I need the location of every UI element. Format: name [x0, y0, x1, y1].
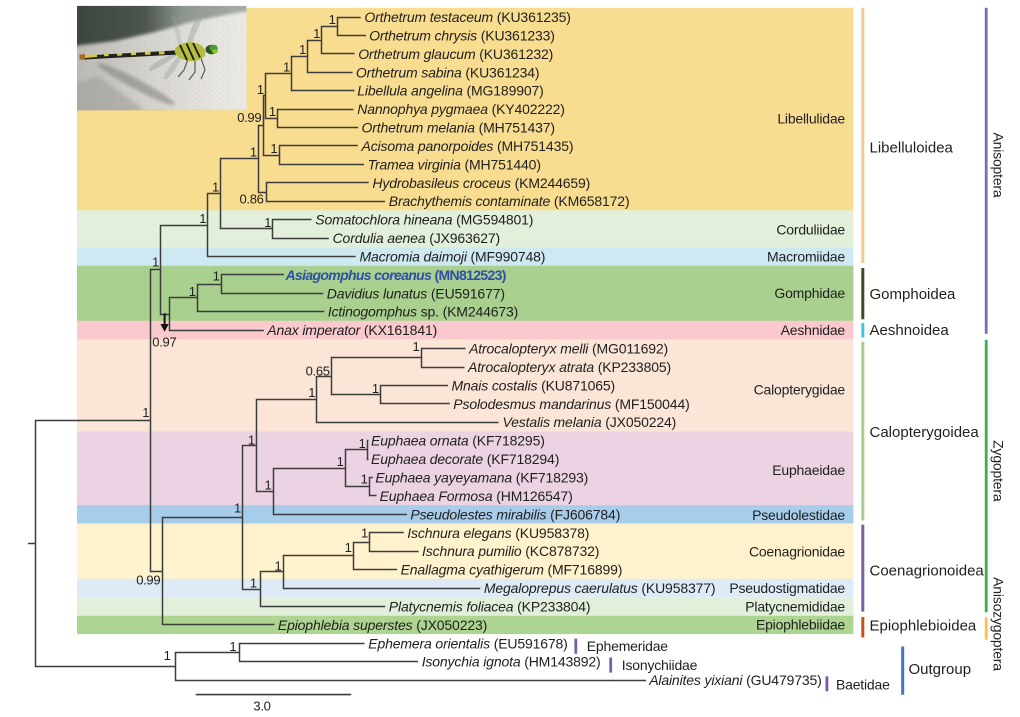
- svg-text:Atrocalopteryx melli (MG011692: Atrocalopteryx melli (MG011692): [468, 341, 668, 357]
- svg-text:Asiagomphus coreanus (MN812523: Asiagomphus coreanus (MN812523): [285, 267, 506, 283]
- svg-text:1: 1: [264, 477, 271, 492]
- svg-text:1: 1: [250, 575, 257, 590]
- svg-text:Outgroup: Outgroup: [909, 661, 972, 678]
- svg-text:1: 1: [345, 540, 352, 555]
- svg-text:Orthetrum sabina (KU361234): Orthetrum sabina (KU361234): [356, 64, 540, 80]
- svg-text:Isonychiidae: Isonychiidae: [622, 657, 698, 673]
- svg-text:Zygoptera: Zygoptera: [991, 440, 1007, 502]
- svg-text:0.65: 0.65: [306, 363, 330, 378]
- svg-text:Megaloprepus caerulatus (KU958: Megaloprepus caerulatus (KU958377): [484, 580, 716, 596]
- svg-text:Libellulidae: Libellulidae: [777, 111, 845, 127]
- svg-text:Coenagrionidae: Coenagrionidae: [749, 544, 845, 560]
- svg-text:1: 1: [199, 211, 206, 226]
- svg-text:1: 1: [313, 26, 320, 41]
- svg-text:Cordulia aenea (JX963627): Cordulia aenea (JX963627): [333, 230, 500, 246]
- svg-text:1: 1: [229, 639, 236, 654]
- svg-text:Orthetrum chrysis (KU361233): Orthetrum chrysis (KU361233): [369, 27, 555, 43]
- svg-text:1: 1: [361, 526, 368, 541]
- svg-text:3.0: 3.0: [253, 699, 270, 713]
- svg-text:1: 1: [152, 255, 159, 270]
- svg-text:Aeshnoidea: Aeshnoidea: [870, 322, 950, 339]
- svg-text:Euphaea ornata (KF718295): Euphaea ornata (KF718295): [371, 433, 545, 449]
- svg-text:Pseudolestes mirabilis (FJ6067: Pseudolestes mirabilis (FJ606784): [410, 506, 620, 522]
- svg-text:Epiophlebioidea: Epiophlebioidea: [870, 618, 977, 635]
- svg-text:Acisoma panorpoides (MH751435): Acisoma panorpoides (MH751435): [361, 138, 574, 154]
- svg-text:1: 1: [361, 472, 368, 487]
- svg-text:Psolodesmus mandarinus (MF1500: Psolodesmus mandarinus (MF150044): [453, 396, 689, 412]
- svg-text:1: 1: [308, 385, 315, 400]
- svg-text:Brachythemis contaminate (KM65: Brachythemis contaminate (KM658172): [389, 193, 630, 209]
- svg-text:Corduliidae: Corduliidae: [776, 222, 845, 238]
- svg-text:1: 1: [142, 405, 149, 420]
- svg-text:0.99: 0.99: [136, 573, 160, 588]
- svg-text:Pseudolestidae: Pseudolestidae: [752, 507, 845, 523]
- svg-text:0.97: 0.97: [152, 335, 176, 350]
- svg-text:Macromiidae: Macromiidae: [767, 249, 845, 265]
- svg-text:Platycnemididae: Platycnemididae: [745, 598, 845, 614]
- svg-text:Platycnemis foliacea (KP233804: Platycnemis foliacea (KP233804): [389, 598, 591, 614]
- svg-text:Enallagma cyathigerum (MF71689: Enallagma cyathigerum (MF716899): [401, 562, 623, 578]
- svg-text:Orthetrum testaceum (KU361235): Orthetrum testaceum (KU361235): [364, 9, 570, 25]
- svg-text:Mnais costalis (KU871065): Mnais costalis (KU871065): [452, 377, 616, 393]
- svg-text:1: 1: [257, 82, 264, 97]
- svg-text:Pseudostigmatidae: Pseudostigmatidae: [729, 580, 845, 596]
- svg-text:Euphaeidae: Euphaeidae: [772, 462, 845, 478]
- svg-text:Anax imperator (KX161841): Anax imperator (KX161841): [266, 322, 437, 338]
- svg-text:1: 1: [234, 500, 241, 515]
- svg-text:Anisozygoptera: Anisozygoptera: [991, 577, 1007, 671]
- svg-text:Ictinogomphus sp. (KM244673): Ictinogomphus sp. (KM244673): [328, 304, 518, 320]
- svg-text:Isonychia ignota (HM143892): Isonychia ignota (HM143892): [422, 654, 601, 670]
- svg-text:1: 1: [189, 284, 196, 299]
- svg-text:Euphaea yayeyamana (KF718293): Euphaea yayeyamana (KF718293): [375, 470, 588, 486]
- svg-text:1: 1: [329, 12, 336, 27]
- svg-text:Ischnura pumilio (KC878732): Ischnura pumilio (KC878732): [422, 543, 599, 559]
- svg-text:1: 1: [412, 339, 419, 354]
- svg-text:Nannophya pygmaea (KY402222): Nannophya pygmaea (KY402222): [357, 101, 565, 117]
- svg-text:Vestalis melania (JX050224): Vestalis melania (JX050224): [503, 414, 677, 430]
- svg-text:0.99: 0.99: [237, 110, 261, 125]
- svg-text:Somatochlora hineana (MG594801: Somatochlora hineana (MG594801): [315, 212, 533, 228]
- svg-text:1: 1: [212, 180, 219, 195]
- svg-text:1: 1: [270, 141, 277, 156]
- svg-text:Libellula angelina (MG189907): Libellula angelina (MG189907): [357, 83, 543, 99]
- svg-text:1: 1: [359, 436, 366, 451]
- svg-text:1: 1: [269, 104, 276, 119]
- svg-text:Baetidae: Baetidae: [836, 677, 890, 693]
- svg-text:Alainites yixiani (GU479735): Alainites yixiani (GU479735): [648, 672, 821, 688]
- svg-text:1: 1: [164, 648, 171, 663]
- svg-text:1: 1: [337, 454, 344, 469]
- svg-text:Euphaea decorate (KF718294): Euphaea decorate (KF718294): [371, 451, 559, 467]
- svg-text:1: 1: [274, 559, 281, 574]
- svg-text:0.86: 0.86: [240, 192, 264, 207]
- svg-text:Tramea virginia (MH751440): Tramea virginia (MH751440): [368, 156, 541, 172]
- svg-text:1: 1: [248, 432, 255, 447]
- svg-text:Atrocalopteryx atrata (KP23380: Atrocalopteryx atrata (KP233805): [467, 359, 671, 375]
- svg-text:Calopterygidae: Calopterygidae: [754, 382, 846, 398]
- svg-text:1: 1: [283, 59, 290, 74]
- svg-text:1: 1: [250, 145, 257, 160]
- svg-text:Ephemeridae: Ephemeridae: [587, 638, 668, 654]
- svg-text:Gomphidae: Gomphidae: [774, 285, 845, 301]
- svg-text:1: 1: [213, 269, 220, 284]
- svg-text:Epiophlebiidae: Epiophlebiidae: [756, 617, 845, 633]
- svg-text:Macromia daimoji (MF990748): Macromia daimoji (MF990748): [360, 249, 546, 265]
- svg-text:Anisoptera: Anisoptera: [991, 133, 1007, 198]
- svg-text:Euphaea Formosa (HM126547): Euphaea Formosa (HM126547): [380, 488, 573, 504]
- svg-text:Epiophlebia superstes (JX05022: Epiophlebia superstes (JX050223): [278, 617, 487, 633]
- svg-text:Calopterygoidea: Calopterygoidea: [870, 424, 980, 441]
- svg-text:Orthetrum glaucum (KU361232): Orthetrum glaucum (KU361232): [358, 46, 553, 62]
- svg-text:Ischnura elegans (KU958378): Ischnura elegans (KU958378): [407, 525, 589, 541]
- svg-text:Orthetrum melania (MH751437): Orthetrum melania (MH751437): [362, 120, 555, 136]
- svg-text:Davidius lunatus (EU591677): Davidius lunatus (EU591677): [327, 285, 505, 301]
- svg-text:Gomphoidea: Gomphoidea: [870, 286, 957, 303]
- svg-text:Coenagrionoidea: Coenagrionoidea: [870, 563, 985, 580]
- svg-text:1: 1: [372, 381, 379, 396]
- svg-text:Aeshnidae: Aeshnidae: [781, 322, 846, 338]
- svg-text:1: 1: [299, 42, 306, 57]
- svg-text:Hydrobasileus croceus (KM24465: Hydrobasileus croceus (KM244659): [372, 175, 590, 191]
- svg-text:Libelluloidea: Libelluloidea: [870, 140, 954, 157]
- svg-text:Ephemera orientalis (EU591678): Ephemera orientalis (EU591678): [368, 635, 567, 651]
- svg-text:1: 1: [264, 215, 271, 230]
